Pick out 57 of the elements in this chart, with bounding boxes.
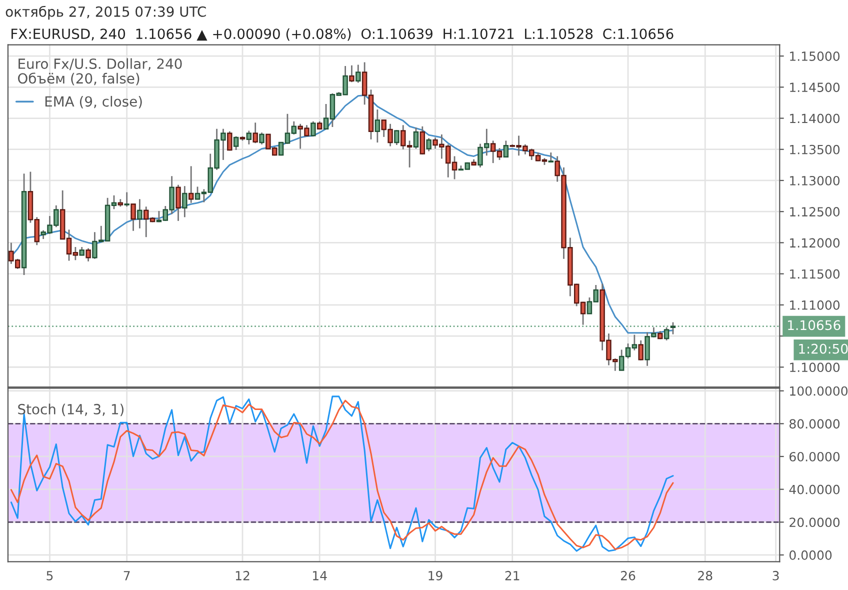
- candlestick: [374, 108, 380, 144]
- x-tick-label: 14: [313, 571, 327, 580]
- y-tick-label: 1.14500: [790, 82, 840, 92]
- y-tick-label: 1.11500: [790, 269, 840, 279]
- candlestick: [310, 120, 316, 137]
- x-tick-label: 28: [698, 570, 712, 580]
- y-tick-label: 1.14000: [790, 114, 840, 124]
- x-tick-label: 7: [124, 571, 130, 580]
- y-tick-label: 60.0000: [790, 452, 840, 462]
- candlestick: [137, 198, 142, 230]
- y-tick-label: 40.0000: [789, 484, 840, 494]
- y-tick-label: 80.0000: [790, 419, 840, 429]
- candlestick: [356, 64, 361, 84]
- candlestick: [124, 192, 130, 208]
- candlestick: [670, 322, 676, 335]
- y-tick-label: 1.11000: [790, 300, 840, 310]
- candlestick: [188, 165, 194, 204]
- candlestick: [349, 64, 354, 83]
- candlestick: [86, 248, 91, 262]
- y-tick-label: 0.0000: [790, 550, 832, 560]
- candlestick: [176, 184, 181, 222]
- text: октябрь 27, 2015 07:39 UTC: [6, 6, 206, 20]
- candlestick: [130, 203, 136, 232]
- candlestick: [252, 122, 258, 144]
- candlestick: [426, 137, 432, 152]
- candlestick: [246, 130, 252, 146]
- y-tick-label: 20.0000: [790, 518, 840, 528]
- text: Stoch (14, 3, 1): [18, 404, 124, 416]
- ref-line-label: 1.10656: [788, 320, 840, 330]
- candlestick: [233, 136, 239, 151]
- text: 1:20:50: [799, 344, 848, 354]
- candlestick: [394, 129, 400, 146]
- annotation: Объём (20, false): [18, 72, 140, 86]
- candlestick: [548, 152, 554, 164]
- text: Euro Fx/U.S. Dollar, 240: [18, 58, 182, 70]
- x-tick-label: 5: [46, 571, 53, 580]
- candlestick: [503, 140, 509, 158]
- text: FX:EURUSD, 240 1.10656 ▲ +0.00090 (+0.08%) O:1.10639 H:1.10721 L:1.10528 C:1.10656: [12, 28, 674, 41]
- candlestick: [638, 340, 644, 361]
- y-tick-label: 1.15000: [790, 52, 840, 61]
- x-tick-label: 3: [772, 570, 779, 580]
- x-tick-label: 21: [505, 570, 520, 580]
- y-tick-label: 1.10000: [790, 362, 840, 372]
- x-tick-label: 19: [428, 570, 442, 580]
- candlestick: [420, 126, 426, 156]
- x-tick-label: 26: [620, 570, 636, 580]
- y-tick-label: 1.13000: [790, 176, 840, 186]
- candlestick: [182, 185, 188, 218]
- y-tick-label: 1.13500: [790, 144, 840, 154]
- y-tick-label: 1.12000: [790, 238, 840, 248]
- candlestick: [227, 130, 232, 152]
- y-tick-label: 1.12500: [790, 207, 840, 217]
- x-tick-label: 12: [236, 570, 250, 580]
- legend-label: EMA (9, close): [45, 96, 142, 108]
- y-tick-label: 100.0000: [790, 386, 848, 396]
- candlestick: [259, 132, 264, 146]
- candlestick: [413, 126, 419, 150]
